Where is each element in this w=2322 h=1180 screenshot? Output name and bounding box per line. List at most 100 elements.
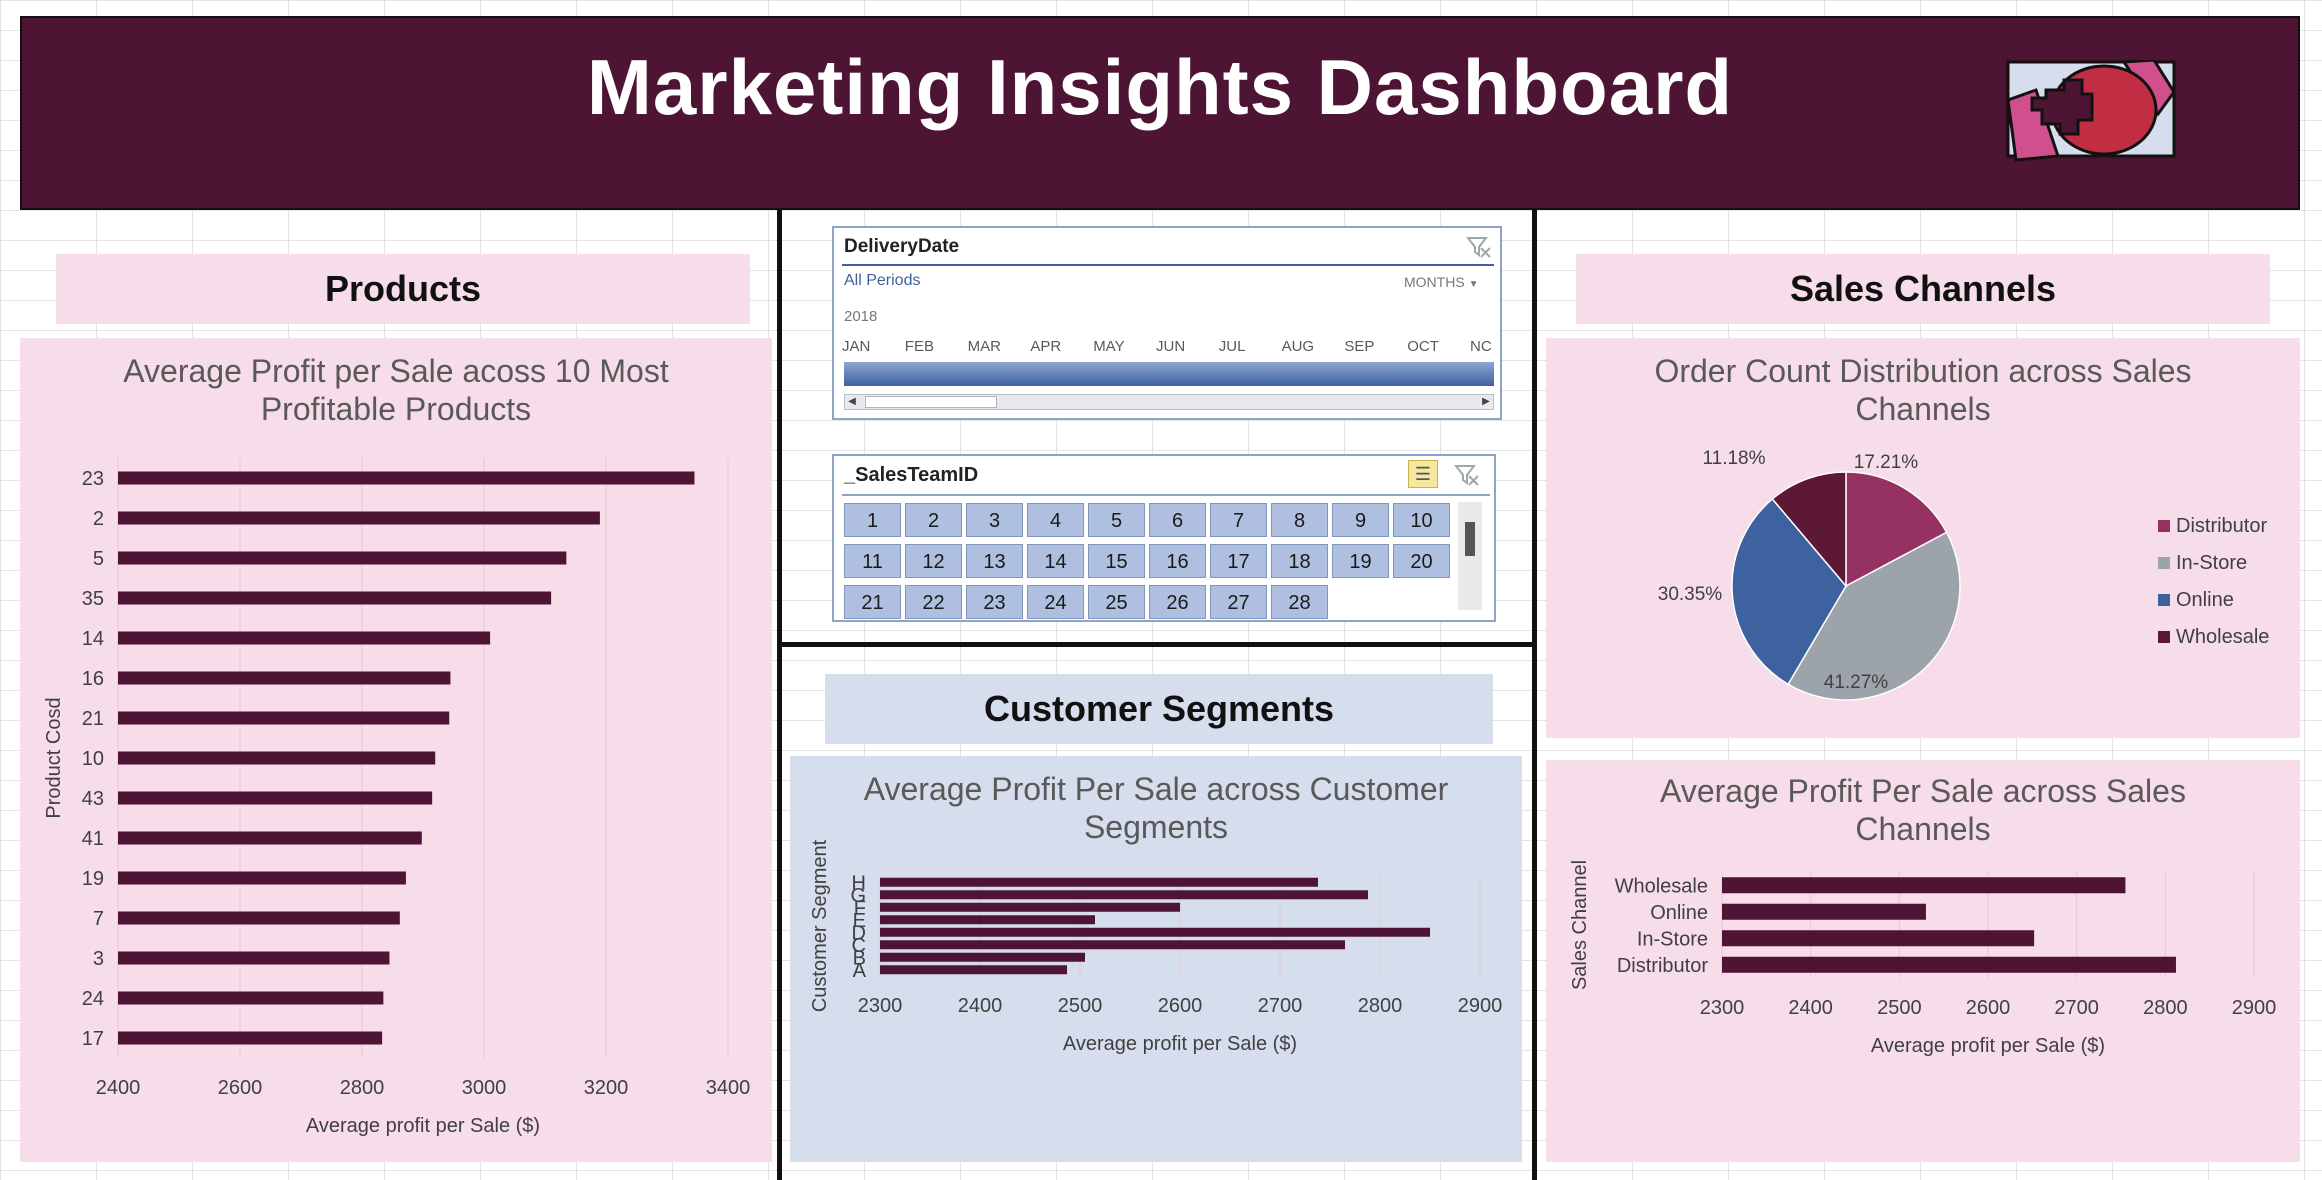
tick-label: 2300 (858, 995, 903, 1017)
sales-team-tile[interactable]: 3 (966, 503, 1023, 537)
sales-channels-bar-chart: Wholesale Online In-Store Distributor 2300 24… (1569, 860, 2277, 1057)
y-axis-label: Sales Channel (1569, 860, 1591, 990)
month-label[interactable]: JUL (1218, 338, 1246, 355)
category-label: C (852, 935, 866, 957)
sales-team-tile[interactable]: 15 (1088, 544, 1145, 578)
tick-label: 2500 (1877, 997, 1922, 1019)
legend-swatch (2158, 631, 2170, 643)
sales-team-tile[interactable]: 20 (1393, 544, 1450, 578)
timeline-selection-bar[interactable] (844, 362, 1494, 386)
clear-filter-icon[interactable] (1466, 236, 1492, 258)
category-label: 5 (93, 548, 104, 570)
tick-label: 2900 (2232, 997, 2277, 1019)
timeline-scrollbar[interactable]: ◀ ▶ (844, 394, 1494, 410)
sales-team-tile[interactable]: 23 (966, 585, 1023, 619)
sales-team-tile[interactable]: 11 (844, 544, 901, 578)
scroll-right-icon[interactable]: ▶ (1482, 396, 1490, 407)
month-labels: JAN FEB MAR APR MAY JUN JUL AUG SEP OCT NC (834, 228, 1504, 422)
multiselect-icon[interactable]: ☰ (1408, 460, 1438, 488)
chart-title-line: Order Count Distribution across Sales (1654, 353, 2192, 389)
month-label[interactable]: APR (1030, 338, 1062, 355)
data-label: 11.18% (1702, 448, 1765, 469)
month-label[interactable]: NC (1470, 338, 1492, 355)
bar (1722, 877, 2126, 894)
slicer-title: DeliveryDate (844, 236, 960, 257)
sales-channels-chart-panel: Average Profit Per Sale across Sales Cha… (1546, 760, 2300, 1162)
tick-label: 2400 (96, 1077, 141, 1099)
month-label[interactable]: MAR (967, 338, 1001, 355)
bar (118, 871, 406, 885)
category-label: A (853, 960, 867, 982)
category-label: B (853, 947, 866, 969)
month-label[interactable]: AUG (1281, 338, 1315, 355)
month-label[interactable]: OCT (1407, 338, 1439, 355)
chart-title-line: Average Profit per Sale acoss 10 Most (123, 353, 669, 389)
data-label: 17.21% (1854, 452, 1919, 473)
month-label[interactable]: MAY (1093, 338, 1125, 355)
sales-team-tile[interactable]: 9 (1332, 503, 1389, 537)
sales-team-tile[interactable]: 19 (1332, 544, 1389, 578)
category-label: Distributor (1617, 955, 1708, 977)
tick-label: 2700 (1258, 995, 1303, 1017)
sales-team-tile[interactable]: 26 (1149, 585, 1206, 619)
sales-team-tile[interactable]: 14 (1027, 544, 1084, 578)
legend-label: Distributor (2176, 515, 2267, 537)
scrollbar-thumb[interactable] (1465, 522, 1475, 556)
sales-team-tile[interactable]: 28 (1271, 585, 1328, 619)
clear-filter-icon[interactable] (1454, 464, 1480, 486)
bar (118, 951, 390, 965)
bar (118, 511, 600, 525)
sales-team-tile[interactable]: 12 (905, 544, 962, 578)
sales-team-tile[interactable]: 17 (1210, 544, 1267, 578)
sales-team-tile[interactable]: 10 (1393, 503, 1450, 537)
slicer-scrollbar[interactable] (1458, 502, 1482, 610)
tick-label: 2800 (1358, 995, 1403, 1017)
data-label: 41.27% (1824, 672, 1889, 693)
sales-team-tile[interactable]: 2 (905, 503, 962, 537)
sales-team-tile[interactable]: 7 (1210, 503, 1267, 537)
category-label: 23 (82, 468, 104, 490)
sales-team-tile[interactable]: 21 (844, 585, 901, 619)
chart-title: Order Count Distribution across Sales Ch… (1546, 352, 2300, 428)
month-label[interactable]: SEP (1344, 338, 1375, 355)
category-label: D (852, 922, 866, 944)
sales-team-tile[interactable]: 8 (1271, 503, 1328, 537)
scroll-left-icon[interactable]: ◀ (848, 396, 856, 407)
sales-team-tile[interactable]: 1 (844, 503, 901, 537)
sales-team-tile[interactable]: 5 (1088, 503, 1145, 537)
slicer-title: _SalesTeamID (844, 464, 979, 486)
bar (118, 711, 450, 725)
sales-team-tile[interactable]: 18 (1271, 544, 1328, 578)
category-label: G (850, 885, 866, 907)
sales-team-tile[interactable]: 4 (1027, 503, 1084, 537)
category-label: 16 (82, 668, 104, 690)
category-label: 35 (82, 588, 104, 610)
category-label: 21 (82, 708, 104, 730)
x-axis-label: Average profit per Sale ($) (1063, 1033, 1297, 1055)
delivery-date-slicer[interactable]: DeliveryDate All Periods MONTHS ▼ 2018 J… (832, 226, 1502, 420)
chart-title-line: Channels (1855, 391, 1991, 427)
slicer-header-divider (842, 264, 1494, 266)
month-label[interactable]: JAN (842, 338, 871, 355)
month-label[interactable]: FEB (904, 338, 934, 355)
bar (880, 965, 1067, 975)
category-label: 17 (82, 1028, 104, 1050)
time-level-dropdown[interactable]: MONTHS ▼ (1404, 274, 1478, 290)
bar (118, 591, 552, 605)
sales-team-tile[interactable]: 25 (1088, 585, 1145, 619)
month-label[interactable]: JUN (1156, 338, 1186, 355)
scrollbar-thumb[interactable] (865, 396, 997, 408)
tick-label: 3000 (462, 1077, 507, 1099)
sales-team-tile[interactable]: 24 (1027, 585, 1084, 619)
sales-team-tile[interactable]: 6 (1149, 503, 1206, 537)
bar (118, 791, 433, 805)
sales-team-tile[interactable]: 16 (1149, 544, 1206, 578)
sales-team-tile[interactable]: 22 (905, 585, 962, 619)
sales-team-slicer[interactable]: _SalesTeamID ☰ 1 2 3 4 5 6 7 8 9 10 11 12 13 14 15 16 17… (832, 454, 1496, 622)
bar (880, 927, 1430, 937)
divider-middle (777, 642, 1537, 647)
sales-team-tile[interactable]: 13 (966, 544, 1023, 578)
tick-label: 2300 (1700, 997, 1745, 1019)
legend-swatch (2158, 520, 2170, 532)
sales-team-tile[interactable]: 27 (1210, 585, 1267, 619)
